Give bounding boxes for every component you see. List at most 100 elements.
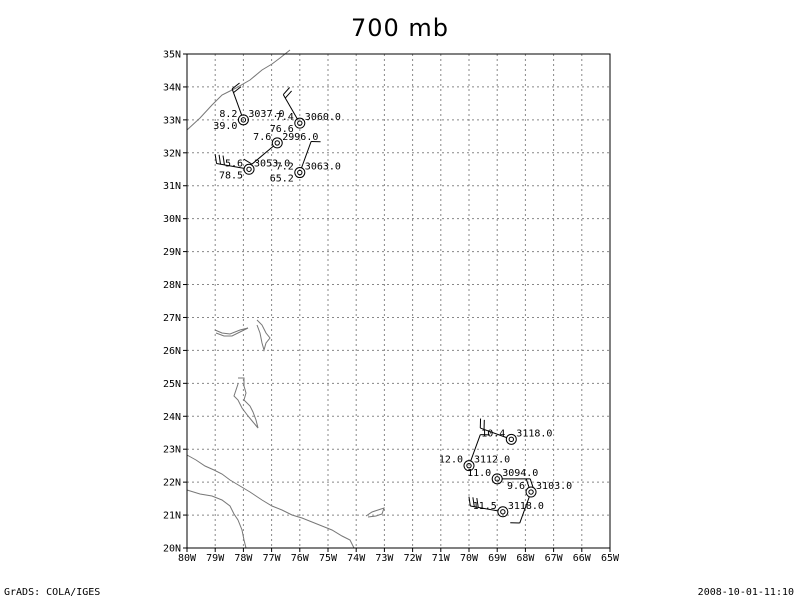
station: 11.5 3118.0	[468, 496, 544, 518]
station-label: 3112.0	[474, 455, 510, 466]
wind-barb-staff	[470, 434, 481, 462]
station-label: 11.5	[473, 501, 497, 512]
coastline-ragged-island	[365, 507, 385, 518]
station-label: 3037.0	[248, 109, 284, 120]
lon-tick-label: 78W	[234, 553, 253, 564]
station-label: 39.0	[213, 121, 237, 132]
lat-tick-label: 26N	[163, 346, 181, 357]
station-label: 7.2	[276, 162, 294, 173]
station: 7.476.6 3060.0	[270, 87, 341, 135]
lat-tick-label: 23N	[163, 445, 181, 456]
station-marker-outer	[271, 137, 283, 149]
station: 9.6 3103.0	[507, 481, 572, 524]
station-label: 3053.0	[254, 158, 290, 169]
wind-barb-staff	[470, 505, 499, 512]
station-label: 8.2	[219, 109, 237, 120]
station-label: 3118.0	[516, 428, 552, 439]
footer-credit: GrADS: COLA/IGES	[4, 587, 101, 598]
lon-tick-label: 71W	[432, 553, 451, 564]
station-label: 3060.0	[305, 112, 341, 123]
wind-barb-flag	[472, 497, 475, 507]
station-label: 7.6	[253, 132, 271, 143]
station-label: 65.2	[270, 174, 294, 185]
station-label: 3063.0	[305, 162, 341, 173]
lon-tick-label: 68W	[516, 553, 535, 564]
wind-barb-staff	[216, 163, 245, 169]
station-label: 7.4	[276, 112, 294, 123]
wind-barb-flag	[282, 87, 290, 95]
wind-barb-flag	[525, 478, 530, 488]
station-marker-inner	[297, 169, 303, 176]
lat-tick-label: 20N	[163, 544, 181, 555]
wind-barb-flag	[231, 82, 240, 90]
station: 7.265.2 3063.0	[270, 141, 341, 185]
station-marker-inner	[500, 509, 506, 515]
lat-tick-label: 33N	[163, 115, 181, 126]
wind-barb-flag	[218, 154, 221, 165]
lat-tick-label: 28N	[163, 280, 181, 291]
wind-barb-staff	[231, 88, 243, 116]
coastline-cuba-south	[186, 489, 247, 549]
station-marker-outer	[463, 460, 475, 472]
lon-tick-label: 80W	[178, 553, 197, 564]
station-marker-inner	[528, 489, 534, 495]
station-label: 12.0	[439, 455, 463, 466]
lon-tick-label: 72W	[404, 553, 423, 564]
station-marker-outer	[525, 486, 537, 498]
lon-tick-label: 75W	[319, 553, 338, 564]
station-marker-inner	[240, 117, 247, 123]
lon-tick-label: 73W	[375, 553, 394, 564]
lat-tick-label: 34N	[163, 82, 181, 93]
station-label: 9.6	[507, 481, 525, 492]
map-axes: 80W 79W 78W 77W 76W 75W 74W 73W 72W 71W 70W 69W 68W 6…	[163, 50, 620, 565]
station: 8.239.0 3037.0	[213, 82, 285, 132]
map-title: 700 mb	[350, 14, 450, 42]
station-label: 2996.0	[282, 132, 318, 143]
station-label: 3103.0	[536, 481, 572, 492]
station: 12.0 3112.0	[439, 434, 510, 472]
station-marker-inner	[494, 476, 500, 482]
station-label: 10.4	[481, 428, 505, 439]
wind-barb-flag	[476, 497, 479, 508]
wind-barb-flag	[284, 90, 292, 99]
lon-tick-label: 77W	[263, 553, 282, 564]
lat-tick-label: 22N	[163, 478, 181, 489]
station-marker-outer	[294, 117, 306, 129]
station-marker-inner	[297, 120, 303, 126]
lat-tick-label: 21N	[163, 511, 181, 522]
station-label: 3118.0	[508, 501, 544, 512]
lat-tick-label: 30N	[163, 214, 181, 225]
station-label: 11.0	[467, 468, 491, 479]
wind-barb-staff	[519, 496, 530, 524]
coastline-andros	[233, 377, 259, 429]
coastline-us-east	[186, 49, 291, 131]
wind-barb-flag	[243, 158, 253, 165]
lat-tick-label: 35N	[163, 50, 181, 61]
footer-timestamp: 2008-10-01-11:10	[697, 587, 794, 598]
graticule	[187, 54, 610, 548]
lon-tick-label: 65W	[601, 553, 620, 564]
station-marker-outer	[294, 167, 306, 179]
station-label: 76.6	[270, 124, 294, 135]
station-marker-outer	[237, 114, 249, 126]
station-label: 3094.0	[502, 468, 538, 479]
lon-tick-label: 70W	[460, 553, 479, 564]
wind-barb-staff	[301, 141, 312, 169]
lon-tick-label: 69W	[488, 553, 507, 564]
wind-barb-flag	[529, 478, 534, 488]
map-frame	[186, 53, 611, 549]
lat-tick-label: 24N	[163, 412, 181, 423]
station: 5.678.5 3053.0	[214, 154, 290, 181]
wind-barb-flag	[214, 154, 218, 164]
lon-tick-label: 67W	[545, 553, 564, 564]
station-marker-inner	[274, 140, 280, 146]
station-marker-inner	[466, 462, 472, 469]
lon-tick-label: 74W	[347, 553, 366, 564]
station: 11.0 3094.0	[467, 468, 538, 488]
lat-tick-label: 27N	[163, 313, 181, 324]
lon-tick-label: 76W	[291, 553, 310, 564]
lon-tick-label: 66W	[573, 553, 592, 564]
station-plots: 8.239.0 3037.07.476.6 3060.0 7.6 2996.0 5.678…	[213, 82, 572, 524]
station-marker-inner	[246, 166, 252, 172]
